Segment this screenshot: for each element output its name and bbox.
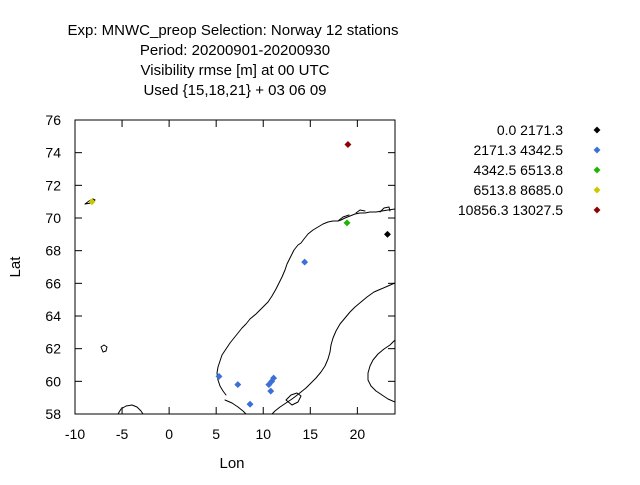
legend-marker-0 [593,126,601,134]
y-tick-label-4: 66 [45,275,61,291]
x-tick-label-3: 5 [212,426,220,442]
x-tick-label-5: 15 [303,426,319,442]
data-point-s3-0 [88,198,96,206]
coastline-scotland [117,404,144,414]
data-point-s1-0 [301,258,309,266]
data-point-s1-6 [270,374,278,382]
data-point-s1-3 [246,400,254,408]
coastline-norway [216,208,395,396]
x-tick-label-6: 20 [350,426,366,442]
coastline-sweden [271,282,395,414]
legend-label-0: 0.0 2171.3 [497,122,563,138]
x-tick-label-4: 10 [255,426,271,442]
coastline-finland-baltic [367,339,395,403]
data-point-s4-0 [344,140,352,149]
legend-marker-3 [593,186,601,194]
y-axis-label: Lat [7,256,24,278]
coastline-islands-north [337,206,391,222]
y-tick-label-3: 64 [45,308,61,324]
legend-label-3: 6513.8 8685.0 [473,182,563,198]
x-axis-ticks: -10 -5 0 5 10 15 20 [65,120,365,442]
y-tick-label-5: 68 [45,243,61,259]
legend: 0.0 2171.3 2171.3 4342.5 4342.5 6513.8 6513… [458,122,601,218]
plot-area-frame [74,119,396,415]
x-axis-label: Lon [219,455,244,472]
data-point-s1-7 [267,387,275,395]
title-line-1: Period: 20200901-20200930 [140,42,330,59]
x-tick-label-2: 0 [165,426,173,442]
legend-label-2: 4342.5 6513.8 [473,162,563,178]
x-tick-label-1: -5 [116,426,129,442]
y-tick-label-2: 62 [45,341,61,357]
data-point-s1-2 [234,381,242,389]
title-line-2: Visibility rmse [m] at 00 UTC [141,62,330,79]
legend-marker-2 [593,166,601,174]
coastline-map [84,198,395,414]
title-line-0: Exp: MNWC_preop Selection: Norway 12 sta… [68,22,399,39]
legend-label-4: 10856.3 13027.5 [458,202,563,218]
title-line-3: Used {15,18,21} + 03 06 09 [143,82,326,99]
data-point-s0-0 [383,230,392,238]
data-point-s2-0 [343,219,351,227]
y-tick-label-7: 72 [45,177,61,193]
x-tick-label-0: -10 [65,426,85,442]
legend-marker-1 [593,146,601,154]
y-tick-label-9: 76 [45,112,61,128]
y-tick-label-1: 60 [45,373,61,389]
legend-label-1: 2171.3 4342.5 [473,142,563,158]
chart-title: Exp: MNWC_preop Selection: Norway 12 sta… [68,22,399,99]
legend-marker-4 [593,206,601,214]
data-point-s1-1 [215,372,223,380]
coastline-faroe [100,344,108,353]
y-tick-label-6: 70 [45,210,61,226]
coastline-gotland [285,392,302,406]
coastline-denmark [224,399,247,414]
data-points [88,140,392,408]
y-tick-label-8: 74 [45,145,61,161]
y-axis-ticks: 58 60 62 64 66 68 70 72 74 76 [45,112,395,422]
y-tick-label-0: 58 [45,406,61,422]
